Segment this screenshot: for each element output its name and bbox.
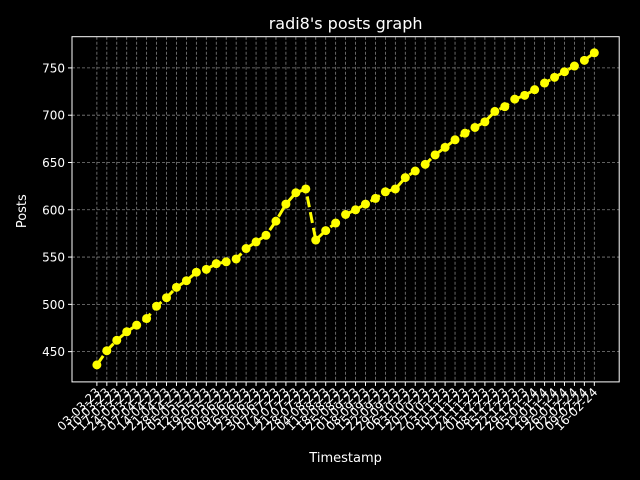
data-point <box>261 230 271 240</box>
data-point <box>221 257 231 267</box>
data-point <box>400 173 410 183</box>
data-point <box>142 314 152 324</box>
data-point <box>579 55 589 65</box>
data-point <box>480 117 490 127</box>
data-point <box>132 320 142 330</box>
data-point <box>430 150 440 160</box>
data-point <box>291 188 301 198</box>
data-point <box>301 184 311 194</box>
data-point <box>231 254 241 264</box>
data-point <box>510 94 520 104</box>
y-tick-label: 550 <box>42 251 65 265</box>
data-point <box>351 205 361 215</box>
data-point <box>470 122 480 132</box>
data-point <box>181 276 191 286</box>
data-point <box>281 199 291 209</box>
data-point <box>152 301 162 311</box>
data-point <box>122 327 132 337</box>
data-point <box>490 106 500 116</box>
data-point <box>331 218 341 228</box>
data-point <box>251 237 261 247</box>
data-point <box>530 85 540 95</box>
data-point <box>211 259 221 269</box>
data-point <box>500 102 510 112</box>
y-tick-label: 500 <box>42 298 65 312</box>
data-point <box>550 72 560 82</box>
data-point <box>102 346 112 356</box>
data-point <box>390 184 400 194</box>
data-point <box>162 293 172 303</box>
data-point <box>559 67 569 77</box>
grid <box>72 36 620 382</box>
data-point <box>241 244 251 254</box>
chart-title: radi8's posts graph <box>269 14 423 33</box>
y-tick-label: 650 <box>42 156 65 170</box>
data-point <box>380 187 390 197</box>
data-point <box>420 159 430 169</box>
data-point <box>311 235 321 245</box>
data-point <box>540 78 550 88</box>
data-point <box>450 135 460 145</box>
y-tick-label: 450 <box>42 345 65 359</box>
data-point <box>271 216 281 226</box>
data-point <box>460 128 470 138</box>
data-point <box>520 90 530 100</box>
data-point <box>341 210 351 220</box>
data-point <box>370 193 380 203</box>
data-point <box>171 282 181 292</box>
data-point <box>410 166 420 176</box>
axes: 45050055060065070075003-03-2310-03-2317-… <box>42 36 620 434</box>
x-axis-label: Timestamp <box>308 451 382 466</box>
data-point <box>569 61 579 71</box>
data-point <box>440 142 450 152</box>
series <box>92 48 599 370</box>
y-tick-label: 750 <box>42 61 65 75</box>
y-tick-label: 700 <box>42 109 65 123</box>
data-point <box>589 48 599 58</box>
y-tick-label: 600 <box>42 203 65 217</box>
data-point <box>112 335 122 345</box>
data-point <box>92 360 102 370</box>
data-point <box>201 264 211 274</box>
data-point <box>321 226 331 236</box>
y-axis-label: Posts <box>15 194 30 228</box>
data-point <box>191 267 201 277</box>
data-point <box>360 199 370 209</box>
